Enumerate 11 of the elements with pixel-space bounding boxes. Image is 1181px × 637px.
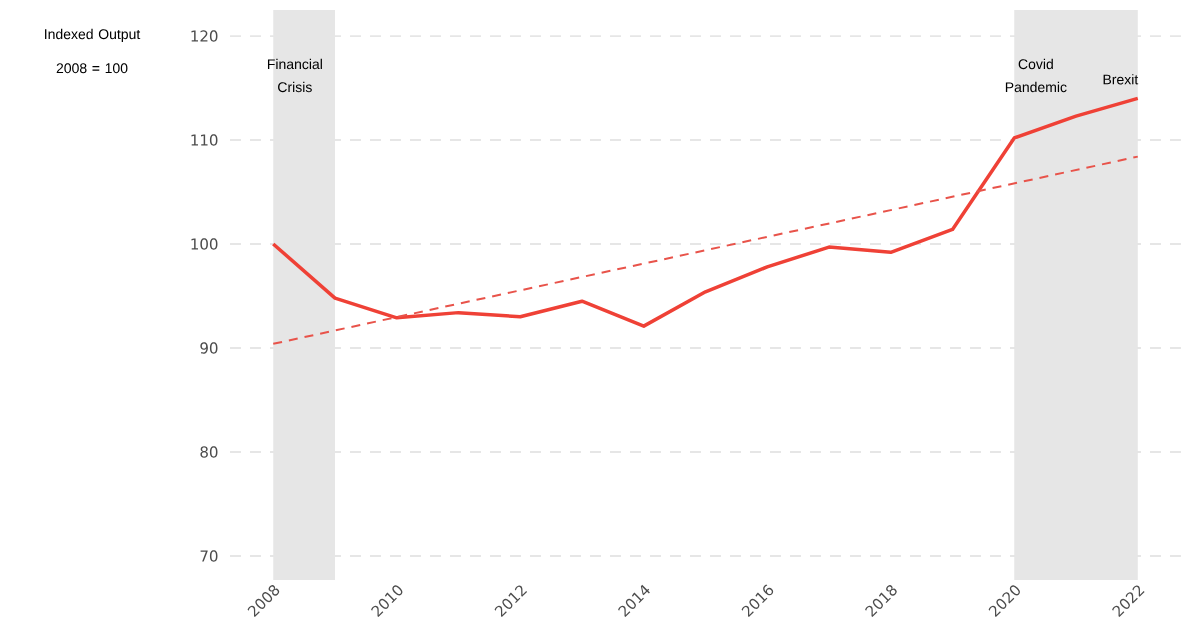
line-series [271,96,1140,328]
y-tick-label: 90 [200,342,218,354]
y-tick-label: 110 [191,134,218,146]
y-tick-label: 100 [191,238,218,250]
y-tick-label: 80 [200,446,218,458]
text: Indexed Output 2008 = 100 [45,28,141,74]
band-label: Financial Crisis [267,58,322,93]
annotation: Brexit [1103,74,1139,85]
y-tick-label: 120 [191,30,218,42]
y-tick-label: 70 [200,550,218,562]
band-label: Covid Pandemic [1005,58,1067,93]
